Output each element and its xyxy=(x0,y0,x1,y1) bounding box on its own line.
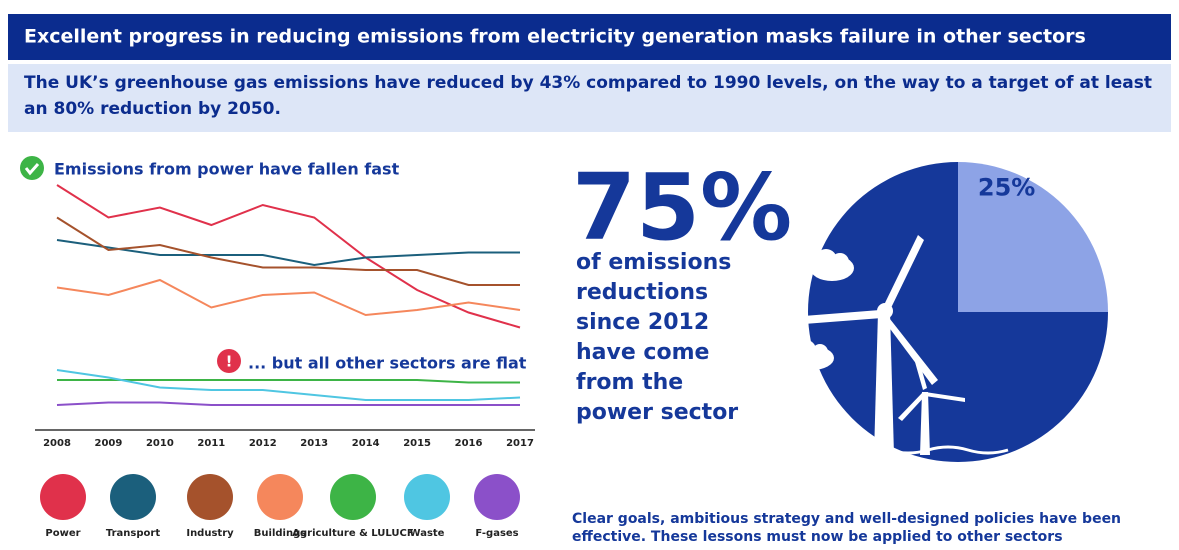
check-icon xyxy=(20,156,44,180)
chart-title: Emissions from power have fallen fast xyxy=(54,160,400,179)
series-line xyxy=(56,401,520,406)
series-line xyxy=(56,216,520,286)
x-tick-label: 2010 xyxy=(146,438,174,449)
pie-slice xyxy=(958,162,1108,312)
series-line xyxy=(56,278,521,317)
legend-label: Industry xyxy=(186,528,234,539)
legend-label: Agriculture & LULUCF xyxy=(292,528,413,539)
series-line xyxy=(56,184,521,329)
legend-swatch xyxy=(330,474,376,520)
pie-caption: of emissions reductions since 2012 have … xyxy=(576,250,739,425)
chart-annotation: ... but all other sectors are flat xyxy=(248,354,527,373)
legend-swatch xyxy=(187,474,233,520)
series-line xyxy=(56,239,520,267)
legend-swatch xyxy=(257,474,303,520)
legend-label: Waste xyxy=(410,528,445,539)
legend-label: F-gases xyxy=(475,528,518,539)
alert-mark: ! xyxy=(226,353,233,371)
legend-swatch xyxy=(110,474,156,520)
header-title: Excellent progress in reducing emissions… xyxy=(24,26,1086,48)
x-tick-label: 2017 xyxy=(506,438,534,449)
legend-label: Buildings xyxy=(254,528,306,539)
x-tick-label: 2012 xyxy=(249,438,277,449)
x-tick-label: 2016 xyxy=(455,438,483,449)
series-line xyxy=(57,379,520,384)
subtitle-band xyxy=(8,64,1171,132)
legend-label: Power xyxy=(45,528,80,539)
footer: Clear goals, ambitious strategy and well… xyxy=(572,511,1122,545)
x-tick-label: 2014 xyxy=(352,438,380,449)
legend-swatch xyxy=(474,474,520,520)
header-bar xyxy=(8,14,1171,60)
x-tick-label: 2009 xyxy=(95,438,123,449)
x-tick-label: 2011 xyxy=(197,438,225,449)
legend-label: Transport xyxy=(106,528,160,539)
series-line xyxy=(56,369,521,401)
check-mark xyxy=(24,163,40,176)
alert-icon xyxy=(217,349,241,373)
legend-swatch xyxy=(40,474,86,520)
big-percent: 75% xyxy=(572,154,793,261)
x-tick-label: 2008 xyxy=(43,438,71,449)
subtitle: The UK’s greenhouse gas emissions have r… xyxy=(24,73,1152,119)
slice-label: 25% xyxy=(978,173,1035,201)
x-tick-label: 2015 xyxy=(403,438,431,449)
decoration xyxy=(778,235,1009,455)
x-tick-label: 2013 xyxy=(300,438,328,449)
legend-swatch xyxy=(404,474,450,520)
